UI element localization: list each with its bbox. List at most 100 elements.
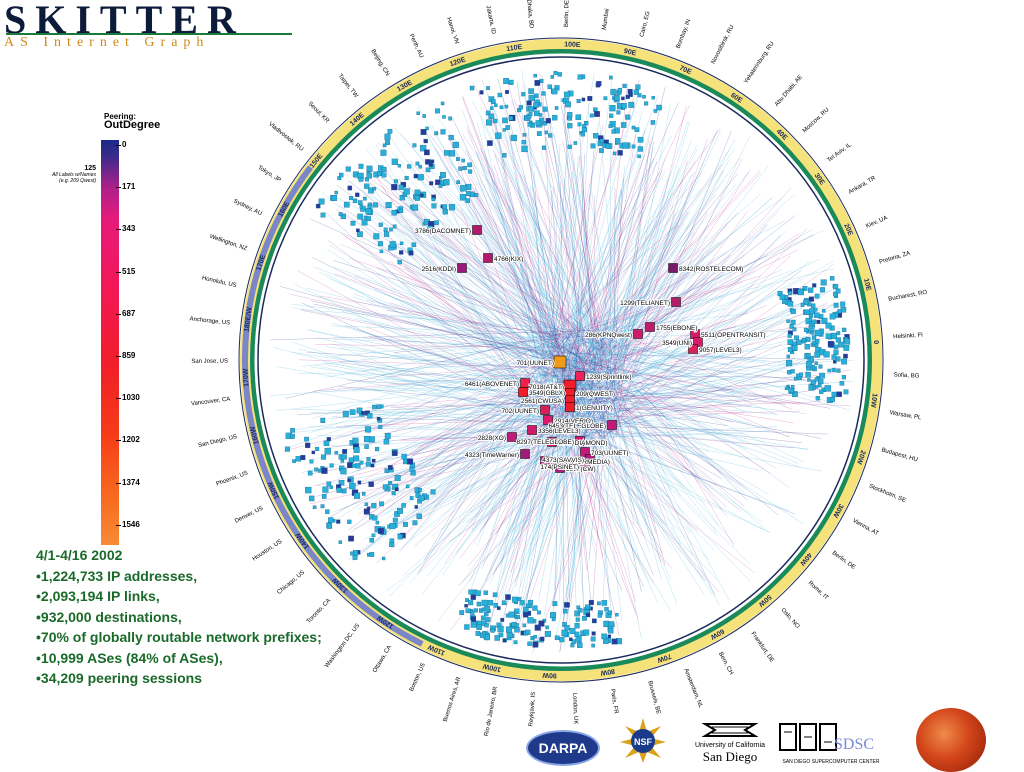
as-node-small [599,148,603,152]
as-node-small [814,308,817,311]
as-node-small [325,510,329,514]
as-node-small [351,221,356,226]
as-node-small [609,76,612,79]
as-node-small [484,612,488,616]
as-node-small [342,455,347,460]
as-node-small [395,475,401,481]
as-node-small [484,591,488,595]
as-node-small [336,520,340,524]
as-node-small [503,128,506,131]
as-node-small [571,643,575,647]
as-node-small [378,528,384,534]
as-node-small [339,212,343,216]
as-node-small [366,462,371,467]
as-node-small [542,146,546,150]
city-label: Beijing, CN [369,49,390,78]
as-node-small [417,514,422,519]
as-node-small [349,483,355,489]
as-node-small [383,144,386,147]
as-node-small [623,84,627,88]
as-node-small [310,460,314,464]
city-label: Bombay, IN [676,18,693,49]
as-node-small [383,485,388,490]
city-label: Sofia, BG [894,372,920,379]
city-label: Hanoi, VN [445,17,459,45]
as-node-small [791,309,796,314]
as-node-small [550,612,556,618]
as-node-small [521,92,525,96]
city-label: Phoenix, US [215,471,248,488]
as-node-small [788,301,793,306]
as-node-small [339,541,342,544]
nsf-logo: NSF [616,716,670,764]
as-node-small [635,128,639,132]
city-label: Chicago, US [276,570,306,596]
as-node-small [815,294,819,298]
as-node-small [554,71,558,75]
as-node-small [400,242,403,245]
city-label: Washington DC, US [324,623,361,669]
as-node-small [786,360,792,366]
city-label: Helsinki, FI [893,332,923,340]
as-node-label: 3549(UNI) [662,340,692,347]
as-node-small [596,83,600,87]
as-node-small [509,116,513,120]
as-node-small [365,427,371,433]
as-node-small [806,353,810,357]
as-node-label: 174(PSINET) [540,464,579,471]
as-node-small [818,379,823,384]
as-node-small [435,109,440,114]
as-node-small [344,202,349,207]
as-node-small [421,129,427,135]
as-node-small [537,611,541,615]
city-label: Moscow, RU [802,107,831,134]
as-node-small [812,320,816,324]
as-node-small [618,150,623,155]
as-node-small [503,78,509,84]
as-node-small [373,203,378,208]
as-node-small [285,447,290,452]
as-node-small [482,600,488,606]
as-node-small [528,617,534,623]
city-label: Berlin, DE [564,0,571,27]
as-node-small [342,449,347,454]
as-node-small [406,485,409,488]
as-node-small [465,598,468,601]
as-node-small [290,428,294,432]
as-node-small [493,593,497,597]
as-node-small [581,132,585,136]
city-label: Seoul, KR [307,101,331,125]
as-node-small [371,503,376,508]
city-label: Bucharest, RO [888,290,928,303]
as-node-small [417,112,420,115]
as-node-small [475,193,479,197]
as-node [608,421,617,430]
as-node-small [485,606,490,611]
as-node-small [301,455,306,460]
city-label: Vienna, AT [851,518,879,537]
as-node-small [449,204,455,210]
as-node-small [539,621,545,627]
as-node-small [358,201,362,205]
city-label: Tel Aviv, IL [827,142,854,164]
as-node-small [506,125,510,129]
as-node-small [341,468,347,474]
as-node-small [314,468,318,472]
as-node-small [825,385,831,391]
as-node-small [506,627,512,633]
as-node-small [621,122,626,127]
as-node-small [491,100,495,104]
as-node-small [539,113,542,116]
as-node-small [413,144,417,148]
as-node-small [465,604,468,607]
as-node-small [319,199,325,205]
city-label: Vancouver, CA [191,397,231,408]
as-node-small [495,635,500,640]
as-node-small [444,179,450,185]
as-node [541,406,550,415]
as-node-small [564,602,569,607]
as-node-small [534,94,538,98]
as-node-small [632,145,635,148]
city-label: Novosibirsk, RU [711,24,736,65]
as-node-small [612,639,617,644]
